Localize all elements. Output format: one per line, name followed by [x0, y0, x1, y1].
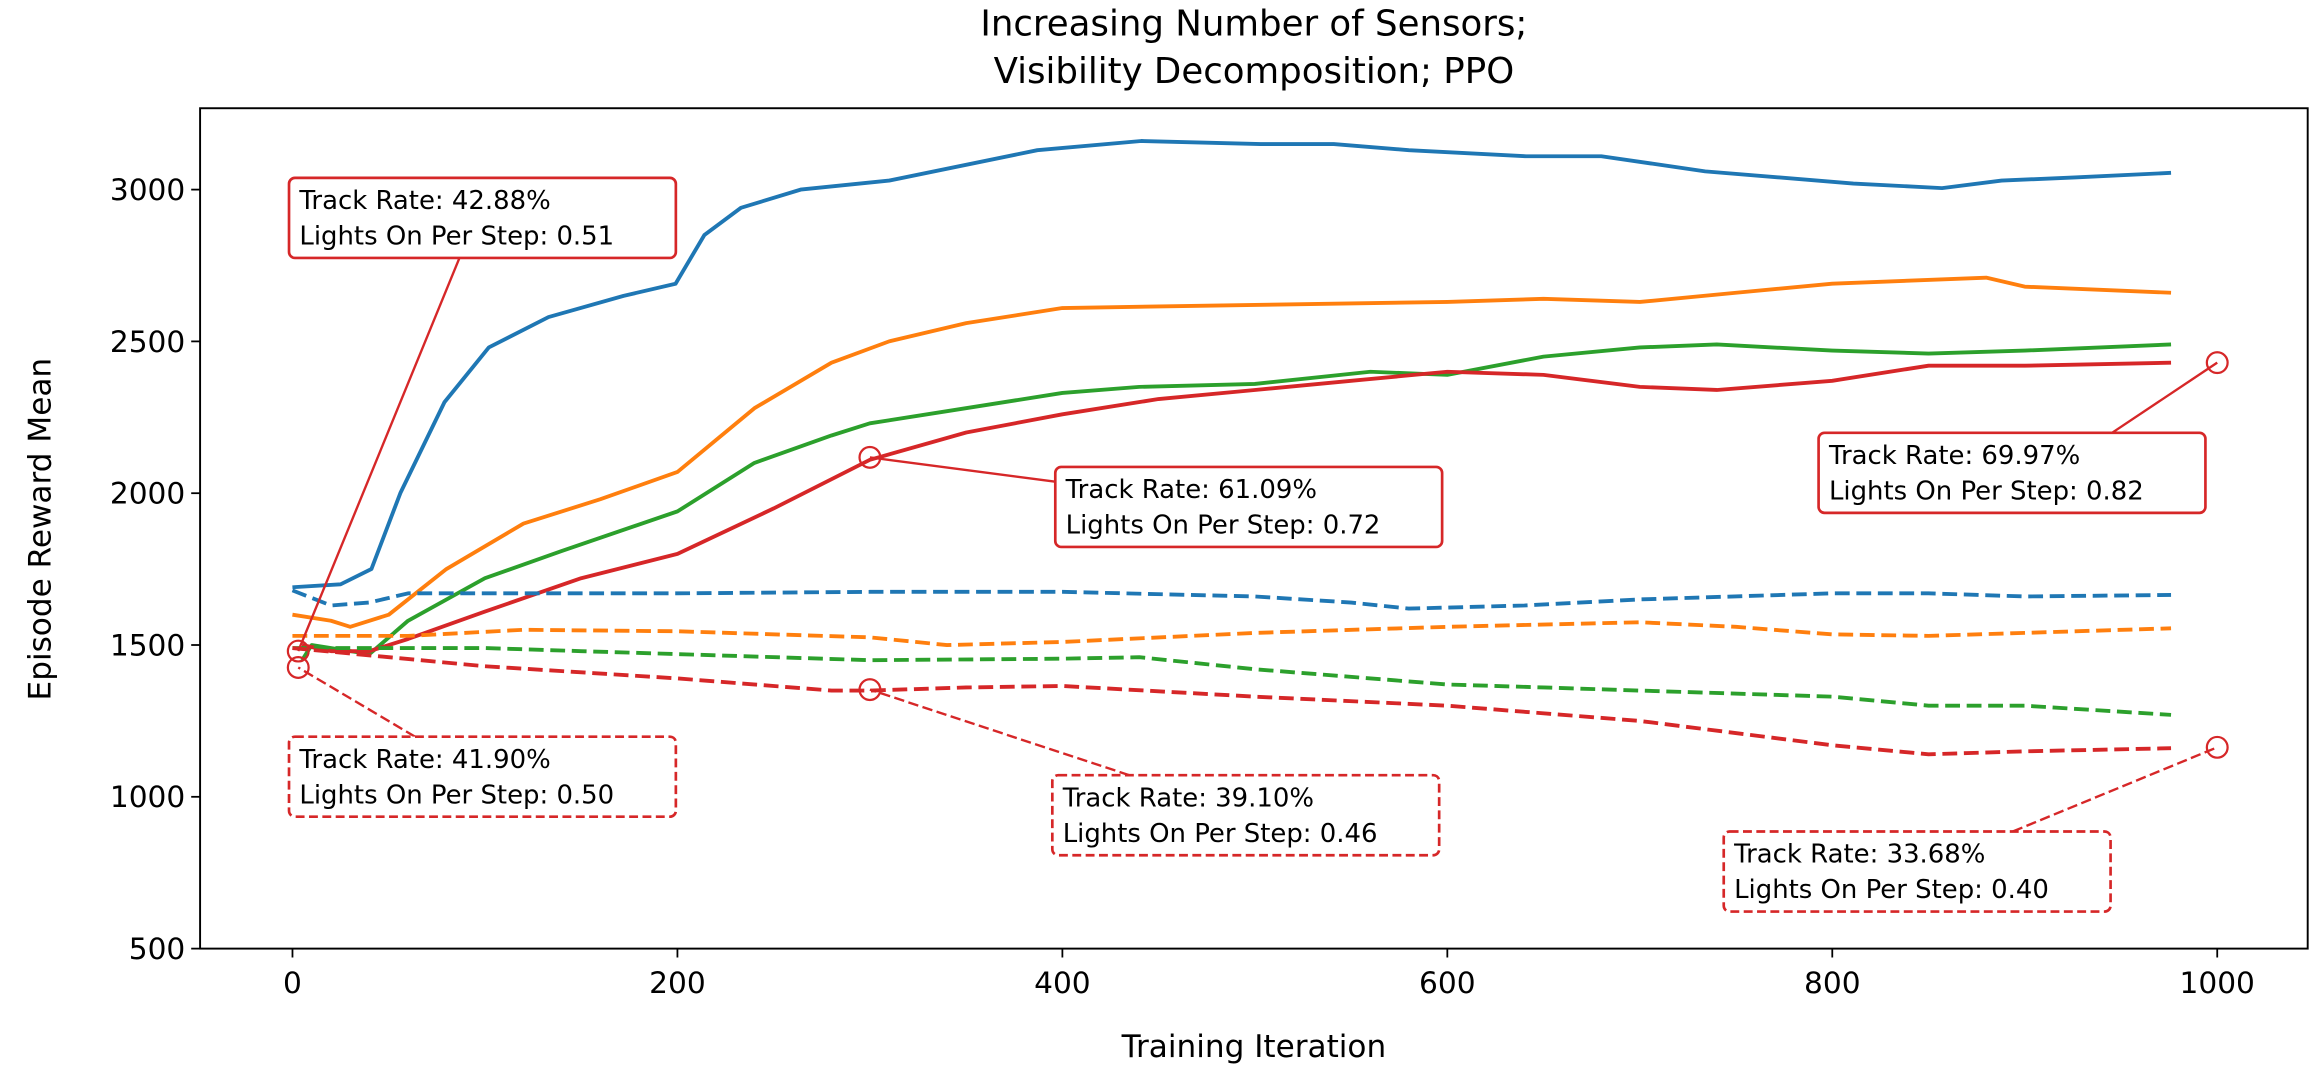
- series-line-dashed-6: [292, 646, 2172, 717]
- axis-ticks: 0 200 400 600 800 1000 500 1000 1500 2000 2500 3000: [110, 172, 2255, 1000]
- annotation-arrow: [297, 257, 461, 652]
- annotation-text: Lights On Per Step: 0.40: [1734, 875, 2049, 905]
- y-tick-label: 1500: [110, 627, 185, 662]
- y-tick-label: 3000: [110, 172, 185, 207]
- annotation-box: [287, 176, 678, 260]
- y-axis-label: Episode Reward Mean: [22, 358, 58, 701]
- annotation-box: [1817, 431, 2207, 515]
- annotation-text: Track Rate: 61.09%: [1065, 475, 1317, 505]
- annotation-marker: [858, 678, 882, 702]
- series-line-solid-3: [301, 360, 2172, 654]
- x-tick-label: 200: [649, 965, 706, 1000]
- annotation-text: Track Rate: 39.10%: [1062, 783, 1314, 813]
- annotation-arrow: [2012, 746, 2218, 833]
- annotations: Track Rate: 42.88% Lights On Per Step: 0.…: [286, 176, 2229, 913]
- annotation-arrow: [2111, 361, 2218, 434]
- y-tick-label: 2000: [110, 476, 185, 511]
- annotation-marker: [286, 655, 310, 679]
- annotation-marker: [286, 639, 310, 663]
- annotation-text: Track Rate: 41.90%: [298, 745, 550, 775]
- annotation-box: [287, 735, 678, 819]
- series-line-dashed-5: [292, 620, 2172, 647]
- x-axis-label: Training Iteration: [1121, 1029, 1387, 1065]
- annotation-marker: [2205, 351, 2229, 375]
- y-tick-label: 2500: [110, 324, 185, 359]
- annotation-box: [1050, 773, 1441, 857]
- x-tick-label: 1000: [2180, 965, 2255, 1000]
- annotation-box: [1722, 830, 2112, 913]
- annotation-text: Track Rate: 33.68%: [1733, 840, 1985, 870]
- y-tick-label: 500: [129, 931, 186, 966]
- annotation-box: [1053, 465, 1444, 549]
- series-line-dashed-4: [291, 588, 2172, 611]
- annotation-text: Lights On Per Step: 0.72: [1066, 511, 1381, 541]
- series-line-solid-0: [292, 139, 2172, 590]
- annotation-text: Track Rate: 42.88%: [298, 186, 550, 216]
- annotation-arrow: [869, 456, 1056, 483]
- series-line-solid-2: [300, 342, 2172, 662]
- chart-title-line-1: Increasing Number of Sensors;: [980, 4, 1527, 45]
- annotation-text: Lights On Per Step: 0.82: [1829, 477, 2144, 507]
- annotation-text: Track Rate: 69.97%: [1828, 441, 2080, 471]
- annotation-marker: [2205, 735, 2229, 759]
- annotation-arrow: [869, 688, 1130, 777]
- annotation-text: Lights On Per Step: 0.50: [299, 780, 614, 810]
- x-tick-label: 600: [1419, 965, 1476, 1000]
- x-tick-label: 800: [1804, 965, 1861, 1000]
- annotation-text: Lights On Per Step: 0.51: [299, 222, 614, 252]
- x-tick-label: 400: [1034, 965, 1091, 1000]
- plot-area: [291, 139, 2172, 757]
- axes-frame: [199, 107, 2309, 950]
- annotation-text: Lights On Per Step: 0.46: [1063, 819, 1378, 849]
- annotation-marker: [858, 445, 882, 469]
- x-tick-label: 0: [283, 965, 302, 1000]
- annotation-arrow: [297, 666, 416, 738]
- chart-title-line-2: Visibility Decomposition; PPO: [994, 51, 1515, 92]
- y-tick-label: 1000: [110, 779, 185, 814]
